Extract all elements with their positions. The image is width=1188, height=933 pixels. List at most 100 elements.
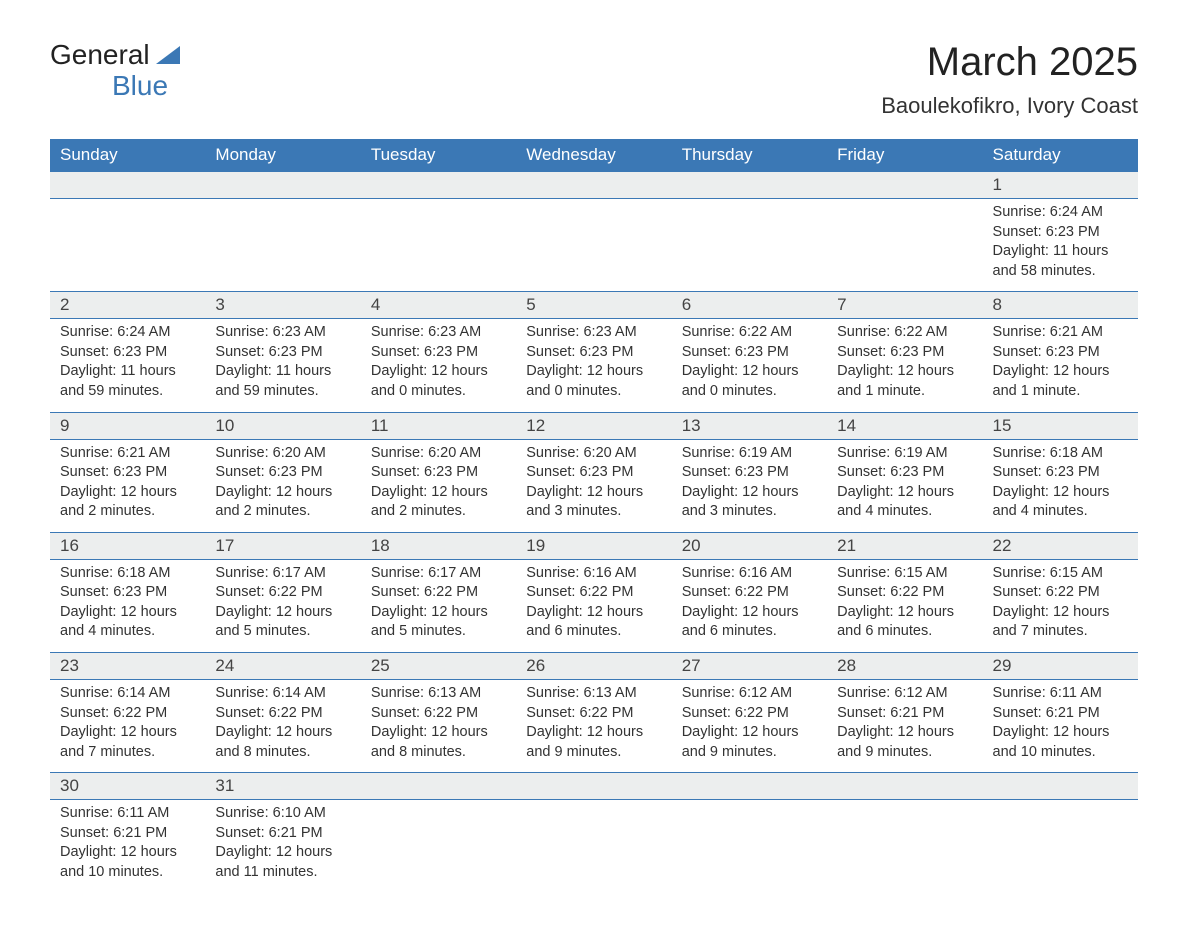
day-number-cell: 8 <box>983 292 1138 319</box>
day-number-cell: 22 <box>983 532 1138 559</box>
day-detail-cell <box>672 800 827 893</box>
day-number-cell: 26 <box>516 653 671 680</box>
day-number-cell: 21 <box>827 532 982 559</box>
day-number-cell: 18 <box>361 532 516 559</box>
day-number-cell <box>672 773 827 800</box>
day-number-cell <box>827 172 982 199</box>
detail-row: Sunrise: 6:21 AMSunset: 6:23 PMDaylight:… <box>50 439 1138 532</box>
day-detail-cell: Sunrise: 6:15 AMSunset: 6:22 PMDaylight:… <box>983 559 1138 652</box>
day-number-cell: 14 <box>827 412 982 439</box>
day-detail-cell: Sunrise: 6:21 AMSunset: 6:23 PMDaylight:… <box>983 319 1138 412</box>
detail-row: Sunrise: 6:11 AMSunset: 6:21 PMDaylight:… <box>50 800 1138 893</box>
day-detail-cell: Sunrise: 6:19 AMSunset: 6:23 PMDaylight:… <box>672 439 827 532</box>
logo-icon <box>156 46 180 64</box>
day-number-cell: 1 <box>983 172 1138 199</box>
daynum-row: 23242526272829 <box>50 653 1138 680</box>
detail-row: Sunrise: 6:24 AMSunset: 6:23 PMDaylight:… <box>50 319 1138 412</box>
day-number-cell <box>205 172 360 199</box>
day-detail-cell: Sunrise: 6:23 AMSunset: 6:23 PMDaylight:… <box>361 319 516 412</box>
day-number-cell: 25 <box>361 653 516 680</box>
day-detail-cell <box>516 800 671 893</box>
day-number-cell <box>672 172 827 199</box>
day-detail-cell <box>516 199 671 292</box>
day-detail-cell: Sunrise: 6:14 AMSunset: 6:22 PMDaylight:… <box>50 680 205 773</box>
day-number-cell <box>361 773 516 800</box>
day-number-cell: 13 <box>672 412 827 439</box>
daynum-row: 9101112131415 <box>50 412 1138 439</box>
day-detail-cell <box>361 800 516 893</box>
day-number-cell: 30 <box>50 773 205 800</box>
page-subtitle: Baoulekofikro, Ivory Coast <box>881 93 1138 119</box>
day-detail-cell: Sunrise: 6:14 AMSunset: 6:22 PMDaylight:… <box>205 680 360 773</box>
day-detail-cell: Sunrise: 6:22 AMSunset: 6:23 PMDaylight:… <box>672 319 827 412</box>
day-number-cell: 23 <box>50 653 205 680</box>
logo-text-2: Blue <box>50 71 180 102</box>
day-number-cell: 31 <box>205 773 360 800</box>
calendar-table: Sunday Monday Tuesday Wednesday Thursday… <box>50 139 1138 893</box>
day-detail-cell: Sunrise: 6:23 AMSunset: 6:23 PMDaylight:… <box>516 319 671 412</box>
daynum-row: 1 <box>50 172 1138 199</box>
day-number-cell: 28 <box>827 653 982 680</box>
weekday-header: Wednesday <box>516 139 671 172</box>
day-number-cell: 17 <box>205 532 360 559</box>
day-detail-cell <box>983 800 1138 893</box>
day-number-cell <box>516 773 671 800</box>
day-detail-cell: Sunrise: 6:13 AMSunset: 6:22 PMDaylight:… <box>516 680 671 773</box>
weekday-header: Monday <box>205 139 360 172</box>
day-detail-cell <box>361 199 516 292</box>
day-number-cell: 12 <box>516 412 671 439</box>
day-detail-cell: Sunrise: 6:12 AMSunset: 6:22 PMDaylight:… <box>672 680 827 773</box>
weekday-header: Sunday <box>50 139 205 172</box>
day-detail-cell <box>827 800 982 893</box>
day-number-cell <box>361 172 516 199</box>
weekday-header: Saturday <box>983 139 1138 172</box>
day-detail-cell: Sunrise: 6:16 AMSunset: 6:22 PMDaylight:… <box>672 559 827 652</box>
day-number-cell: 24 <box>205 653 360 680</box>
day-detail-cell <box>672 199 827 292</box>
day-number-cell: 9 <box>50 412 205 439</box>
day-detail-cell: Sunrise: 6:11 AMSunset: 6:21 PMDaylight:… <box>983 680 1138 773</box>
day-detail-cell: Sunrise: 6:15 AMSunset: 6:22 PMDaylight:… <box>827 559 982 652</box>
day-detail-cell: Sunrise: 6:21 AMSunset: 6:23 PMDaylight:… <box>50 439 205 532</box>
day-detail-cell: Sunrise: 6:17 AMSunset: 6:22 PMDaylight:… <box>361 559 516 652</box>
day-detail-cell: Sunrise: 6:16 AMSunset: 6:22 PMDaylight:… <box>516 559 671 652</box>
day-detail-cell: Sunrise: 6:12 AMSunset: 6:21 PMDaylight:… <box>827 680 982 773</box>
logo-text-1: General <box>50 40 150 71</box>
day-detail-cell: Sunrise: 6:20 AMSunset: 6:23 PMDaylight:… <box>516 439 671 532</box>
day-detail-cell: Sunrise: 6:17 AMSunset: 6:22 PMDaylight:… <box>205 559 360 652</box>
header: General Blue March 2025 Baoulekofikro, I… <box>50 40 1138 119</box>
day-detail-cell: Sunrise: 6:24 AMSunset: 6:23 PMDaylight:… <box>50 319 205 412</box>
logo: General Blue <box>50 40 180 102</box>
day-detail-cell <box>827 199 982 292</box>
detail-row: Sunrise: 6:18 AMSunset: 6:23 PMDaylight:… <box>50 559 1138 652</box>
day-number-cell <box>50 172 205 199</box>
day-detail-cell: Sunrise: 6:24 AMSunset: 6:23 PMDaylight:… <box>983 199 1138 292</box>
day-number-cell: 11 <box>361 412 516 439</box>
day-number-cell: 7 <box>827 292 982 319</box>
day-detail-cell <box>205 199 360 292</box>
day-number-cell <box>983 773 1138 800</box>
day-number-cell: 20 <box>672 532 827 559</box>
weekday-header: Tuesday <box>361 139 516 172</box>
day-detail-cell: Sunrise: 6:23 AMSunset: 6:23 PMDaylight:… <box>205 319 360 412</box>
day-detail-cell: Sunrise: 6:10 AMSunset: 6:21 PMDaylight:… <box>205 800 360 893</box>
day-detail-cell: Sunrise: 6:13 AMSunset: 6:22 PMDaylight:… <box>361 680 516 773</box>
day-number-cell: 10 <box>205 412 360 439</box>
day-number-cell: 19 <box>516 532 671 559</box>
daynum-row: 16171819202122 <box>50 532 1138 559</box>
weekday-header-row: Sunday Monday Tuesday Wednesday Thursday… <box>50 139 1138 172</box>
day-detail-cell: Sunrise: 6:19 AMSunset: 6:23 PMDaylight:… <box>827 439 982 532</box>
daynum-row: 2345678 <box>50 292 1138 319</box>
day-detail-cell: Sunrise: 6:22 AMSunset: 6:23 PMDaylight:… <box>827 319 982 412</box>
day-number-cell: 16 <box>50 532 205 559</box>
title-block: March 2025 Baoulekofikro, Ivory Coast <box>881 40 1138 119</box>
day-number-cell <box>516 172 671 199</box>
detail-row: Sunrise: 6:14 AMSunset: 6:22 PMDaylight:… <box>50 680 1138 773</box>
day-number-cell: 2 <box>50 292 205 319</box>
day-detail-cell: Sunrise: 6:11 AMSunset: 6:21 PMDaylight:… <box>50 800 205 893</box>
calendar-body: 1 Sunrise: 6:24 AMSunset: 6:23 PMDayligh… <box>50 172 1138 893</box>
day-detail-cell <box>50 199 205 292</box>
day-number-cell: 4 <box>361 292 516 319</box>
day-number-cell: 27 <box>672 653 827 680</box>
day-detail-cell: Sunrise: 6:20 AMSunset: 6:23 PMDaylight:… <box>361 439 516 532</box>
